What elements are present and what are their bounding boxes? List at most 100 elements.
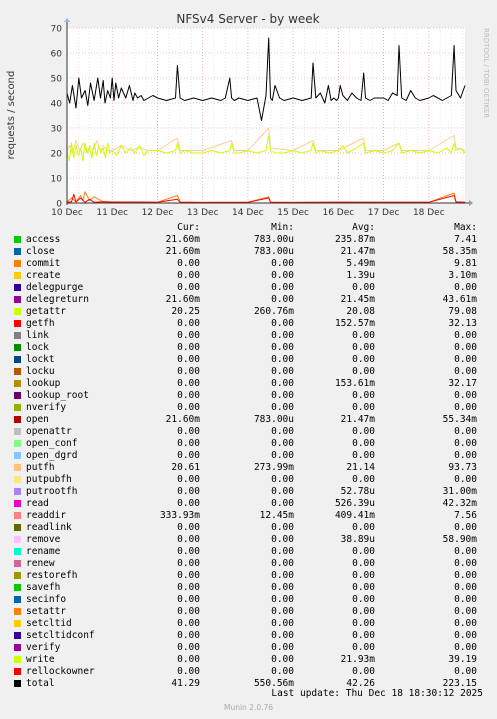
legend-avg-value: 0.00 bbox=[352, 558, 375, 569]
legend-min-value: 0.00 bbox=[271, 390, 294, 401]
legend-row: open_dgrd 0.00 0.00 0.00 0.00 bbox=[0, 450, 497, 462]
legend-cur-value: 0.00 bbox=[177, 342, 200, 353]
legend-header-min: Min: bbox=[271, 222, 294, 233]
legend-cur-value: 0.00 bbox=[177, 330, 200, 341]
legend-min-value: 0.00 bbox=[271, 438, 294, 449]
last-update: Last update: Thu Dec 18 18:30:12 2025 bbox=[271, 688, 483, 699]
legend-min-value: 0.00 bbox=[271, 282, 294, 293]
y-tick-label: 60 bbox=[51, 50, 63, 60]
legend-avg-value: 0.00 bbox=[352, 666, 375, 677]
legend-max-value: 0.00 bbox=[454, 594, 477, 605]
legend-row: open 21.60m 783.00u 21.47m 55.34m bbox=[0, 414, 497, 426]
legend-swatch bbox=[14, 404, 21, 411]
x-tick-label: 13 Dec bbox=[187, 208, 219, 218]
legend-swatch bbox=[14, 644, 21, 651]
legend-avg-value: 0.00 bbox=[352, 282, 375, 293]
legend-max-value: 55.34m bbox=[442, 414, 477, 425]
legend-series-name: secinfo bbox=[26, 594, 67, 605]
legend-min-value: 0.00 bbox=[271, 342, 294, 353]
legend-min-value: 0.00 bbox=[271, 546, 294, 557]
legend-series-name: putpubfh bbox=[26, 474, 72, 485]
legend-avg-value: 0.00 bbox=[352, 642, 375, 653]
legend-avg-value: 153.61m bbox=[334, 378, 375, 389]
legend-series-name: open_dgrd bbox=[26, 450, 78, 461]
legend-cur-value: 0.00 bbox=[177, 282, 200, 293]
legend-max-value: 0.00 bbox=[454, 438, 477, 449]
legend-series-name: savefh bbox=[26, 582, 61, 593]
legend-avg-value: 0.00 bbox=[352, 606, 375, 617]
legend-series-name: openattr bbox=[26, 426, 72, 437]
legend-min-value: 0.00 bbox=[271, 522, 294, 533]
legend-row: delegpurge 0.00 0.00 0.00 0.00 bbox=[0, 282, 497, 294]
x-axis-arrow bbox=[469, 200, 473, 206]
legend-swatch bbox=[14, 512, 21, 519]
legend-swatch bbox=[14, 620, 21, 627]
legend-swatch bbox=[14, 476, 21, 483]
legend-row: link 0.00 0.00 0.00 0.00 bbox=[0, 330, 497, 342]
legend-min-value: 550.56m bbox=[253, 678, 294, 689]
x-tick-label: 18 Dec bbox=[413, 208, 445, 218]
legend-min-value: 0.00 bbox=[271, 318, 294, 329]
legend-series-name: setattr bbox=[26, 606, 67, 617]
legend-max-value: 0.00 bbox=[454, 402, 477, 413]
legend-row: locku 0.00 0.00 0.00 0.00 bbox=[0, 366, 497, 378]
legend-cur-value: 0.00 bbox=[177, 534, 200, 545]
legend-cur-value: 0.00 bbox=[177, 666, 200, 677]
legend-avg-value: 21.45m bbox=[340, 294, 375, 305]
legend-swatch bbox=[14, 260, 21, 267]
x-tick-label: 15 Dec bbox=[277, 208, 309, 218]
legend-max-value: 0.00 bbox=[454, 558, 477, 569]
legend-max-value: 32.17 bbox=[448, 378, 477, 389]
legend-max-value: 0.00 bbox=[454, 570, 477, 581]
legend-swatch bbox=[14, 464, 21, 471]
legend-swatch bbox=[14, 608, 21, 615]
x-tick-label: 12 Dec bbox=[142, 208, 174, 218]
legend-avg-value: 0.00 bbox=[352, 438, 375, 449]
y-axis-arrow bbox=[64, 18, 70, 22]
legend-max-value: 42.32m bbox=[442, 498, 477, 509]
legend-swatch bbox=[14, 248, 21, 255]
legend-avg-value: 0.00 bbox=[352, 570, 375, 581]
legend-avg-value: 0.00 bbox=[352, 546, 375, 557]
legend-min-value: 0.00 bbox=[271, 294, 294, 305]
legend-max-value: 0.00 bbox=[454, 366, 477, 377]
axes: 0 10 20 30 40 50 60 70 10 Dec 11 Dec 12 Dec 13 Dec 1… bbox=[51, 18, 473, 218]
legend-series-name: getattr bbox=[26, 306, 67, 317]
legend-min-value: 0.00 bbox=[271, 354, 294, 365]
legend-cur-value: 0.00 bbox=[177, 270, 200, 281]
legend-avg-value: 1.39u bbox=[346, 270, 375, 281]
legend-swatch bbox=[14, 632, 21, 639]
legend-max-value: 58.90m bbox=[442, 534, 477, 545]
legend-cur-value: 0.00 bbox=[177, 570, 200, 581]
legend-avg-value: 0.00 bbox=[352, 594, 375, 605]
legend-series-name: open_conf bbox=[26, 438, 78, 449]
legend-swatch bbox=[14, 356, 21, 363]
legend-row: access 21.60m 783.00u 235.87m 7.41 bbox=[0, 234, 497, 246]
rrdtool-label: RRDTOOL / TOBI OETIKER bbox=[482, 28, 490, 118]
legend-min-value: 0.00 bbox=[271, 474, 294, 485]
legend-cur-value: 0.00 bbox=[177, 450, 200, 461]
legend-series-name: readdir bbox=[26, 510, 67, 521]
legend-series-name: remove bbox=[26, 534, 61, 545]
legend-min-value: 0.00 bbox=[271, 582, 294, 593]
legend-max-value: 0.00 bbox=[454, 666, 477, 677]
legend-rows: access 21.60m 783.00u 235.87m 7.41 close 21.60… bbox=[0, 234, 497, 690]
legend-swatch bbox=[14, 428, 21, 435]
legend-swatch bbox=[14, 344, 21, 351]
legend-series-name: close bbox=[26, 246, 55, 257]
legend: Cur: Min: Avg: Max: access 21.60m 783.00u 2… bbox=[0, 222, 497, 690]
legend-max-value: 58.35m bbox=[442, 246, 477, 257]
legend-min-value: 0.00 bbox=[271, 486, 294, 497]
legend-series-name: lock bbox=[26, 342, 49, 353]
legend-row: rename 0.00 0.00 0.00 0.00 bbox=[0, 546, 497, 558]
legend-series-name: locku bbox=[26, 366, 55, 377]
legend-row: secinfo 0.00 0.00 0.00 0.00 bbox=[0, 594, 497, 606]
legend-avg-value: 0.00 bbox=[352, 330, 375, 341]
legend-swatch bbox=[14, 452, 21, 459]
legend-cur-value: 0.00 bbox=[177, 546, 200, 557]
legend-avg-value: 409.41m bbox=[334, 510, 375, 521]
legend-series-name: link bbox=[26, 330, 49, 341]
legend-cur-value: 0.00 bbox=[177, 354, 200, 365]
legend-series-name: write bbox=[26, 654, 55, 665]
legend-row: rellockowner 0.00 0.00 0.00 0.00 bbox=[0, 666, 497, 678]
